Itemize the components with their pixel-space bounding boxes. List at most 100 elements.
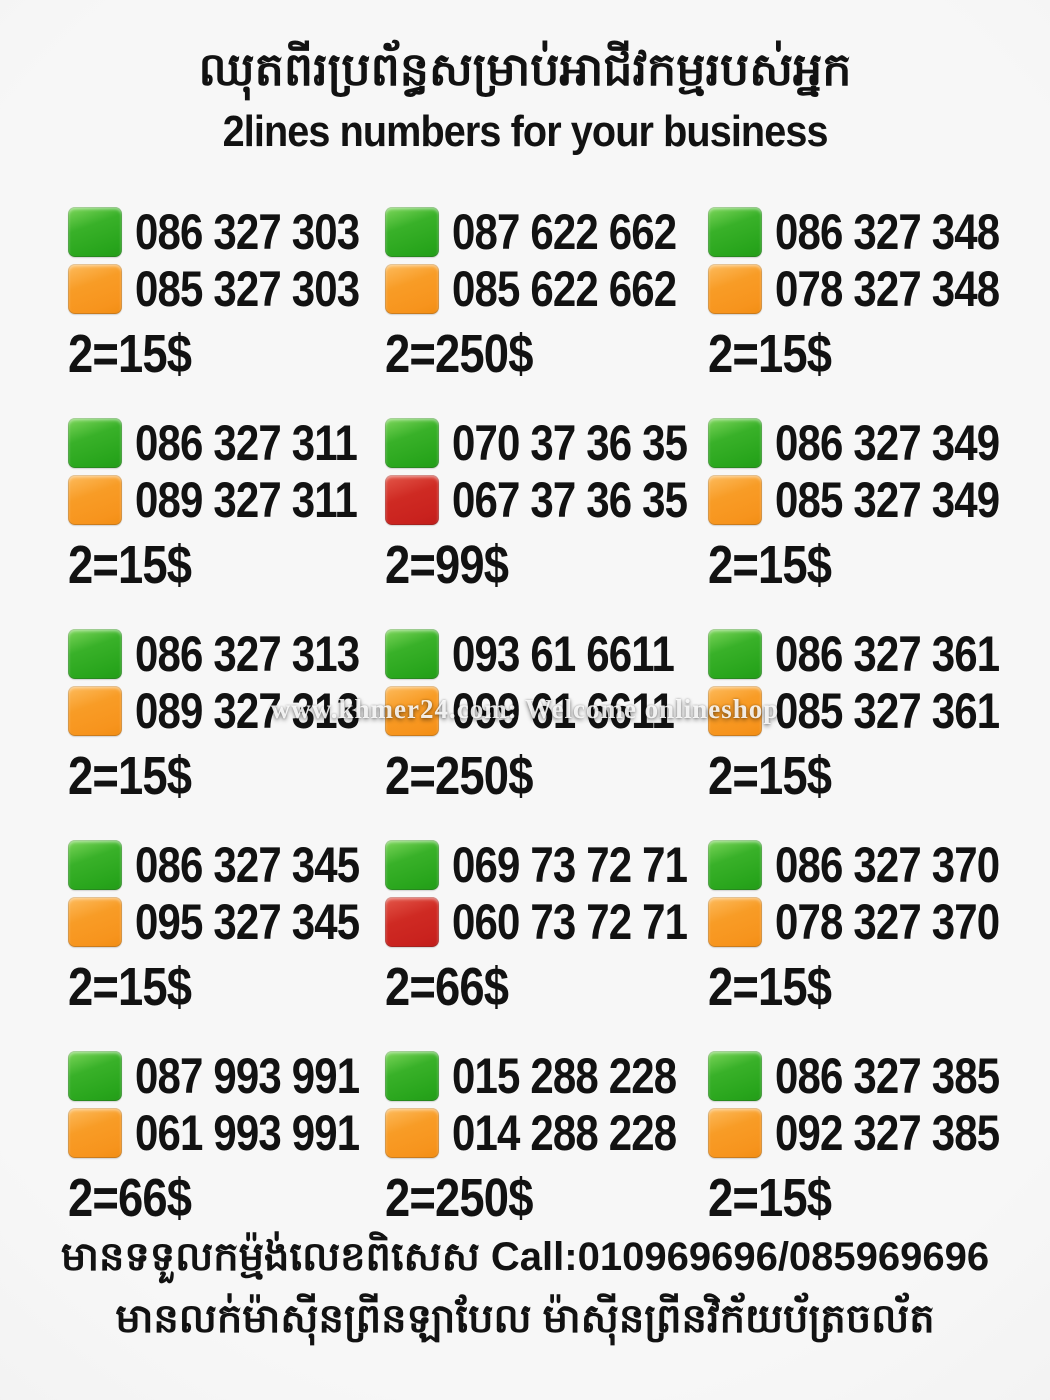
number-row: 086 327 311 bbox=[68, 414, 385, 471]
green-sim-swatch-icon bbox=[708, 839, 762, 890]
price-label: 2=250$ bbox=[385, 745, 708, 809]
orange-sim-swatch-icon bbox=[385, 1107, 439, 1158]
red-sim-swatch-icon bbox=[385, 896, 439, 947]
price-label: 2=15$ bbox=[708, 956, 1050, 1020]
orange-sim-swatch-icon bbox=[385, 685, 439, 736]
price-label: 2=99$ bbox=[385, 534, 708, 598]
number-row: 014 288 228 bbox=[385, 1104, 708, 1161]
green-sim-swatch-icon bbox=[68, 206, 122, 257]
number-pair-listing: 086 327 303 085 327 303 2=15$ bbox=[68, 203, 385, 387]
number-row: 085 622 662 bbox=[385, 260, 708, 317]
price-text: 2=15$ bbox=[68, 957, 192, 1018]
number-row: 070 37 36 35 bbox=[385, 414, 708, 471]
phone-number: 014 288 228 bbox=[452, 1104, 677, 1161]
price-text: 2=15$ bbox=[68, 535, 192, 596]
number-row: 095 327 345 bbox=[68, 893, 385, 950]
price-text: 2=250$ bbox=[385, 1168, 533, 1229]
green-sim-swatch-icon bbox=[708, 417, 762, 468]
green-sim-swatch-icon bbox=[708, 1050, 762, 1101]
price-text: 2=250$ bbox=[385, 324, 533, 385]
phone-number: 015 288 228 bbox=[452, 1047, 677, 1104]
number-pair-listing: 086 327 345 095 327 345 2=15$ bbox=[68, 836, 385, 1020]
orange-sim-swatch-icon bbox=[68, 474, 122, 525]
number-row: 086 327 370 bbox=[708, 836, 1050, 893]
phone-number: 095 327 345 bbox=[135, 893, 360, 950]
phone-number: 085 327 303 bbox=[135, 260, 360, 317]
number-pair-listing: 086 327 348 078 327 348 2=15$ bbox=[708, 203, 1050, 387]
number-row: 078 327 370 bbox=[708, 893, 1050, 950]
phone-number: 086 327 348 bbox=[775, 203, 1000, 260]
price-label: 2=250$ bbox=[385, 1167, 708, 1231]
phone-number: 086 327 370 bbox=[775, 836, 1000, 893]
number-pair-listing: 015 288 228 014 288 228 2=250$ bbox=[385, 1047, 708, 1231]
number-pair-listing: 093 61 6611 099 61 6611 2=250$ bbox=[385, 625, 708, 809]
green-sim-swatch-icon bbox=[385, 206, 439, 257]
price-text: 2=15$ bbox=[708, 535, 832, 596]
orange-sim-swatch-icon bbox=[385, 263, 439, 314]
number-row: 069 73 72 71 bbox=[385, 836, 708, 893]
orange-sim-swatch-icon bbox=[68, 896, 122, 947]
number-row: 085 327 349 bbox=[708, 471, 1050, 528]
numbers-grid: 086 327 303 085 327 303 2=15$ 087 622 662 08… bbox=[0, 203, 1050, 1231]
phone-number: 060 73 72 71 bbox=[452, 893, 688, 950]
number-pair-listing: 086 327 385 092 327 385 2=15$ bbox=[708, 1047, 1050, 1231]
price-text: 2=250$ bbox=[385, 746, 533, 807]
green-sim-swatch-icon bbox=[708, 628, 762, 679]
orange-sim-swatch-icon bbox=[708, 896, 762, 947]
number-pair-listing: 086 327 311 089 327 311 2=15$ bbox=[68, 414, 385, 598]
number-row: 086 327 349 bbox=[708, 414, 1050, 471]
number-row: 015 288 228 bbox=[385, 1047, 708, 1104]
price-label: 2=15$ bbox=[68, 745, 385, 809]
price-label: 2=66$ bbox=[385, 956, 708, 1020]
phone-number: 093 61 6611 bbox=[452, 625, 675, 682]
number-row: 093 61 6611 bbox=[385, 625, 708, 682]
price-text: 2=15$ bbox=[708, 746, 832, 807]
header: ឈុតពីរប្រព័ន្ធសម្រាប់អាជីវកម្មរបស់អ្នក 2… bbox=[0, 0, 1050, 157]
green-sim-swatch-icon bbox=[68, 628, 122, 679]
number-pair-listing: 087 622 662 085 622 662 2=250$ bbox=[385, 203, 708, 387]
orange-sim-swatch-icon bbox=[708, 685, 762, 736]
number-row: 089 327 311 bbox=[68, 471, 385, 528]
green-sim-swatch-icon bbox=[708, 206, 762, 257]
number-row: 089 327 313 bbox=[68, 682, 385, 739]
footer: មានទទួលកម្ម៉ង់លេខពិសេស Call:010969696/08… bbox=[0, 1228, 1050, 1348]
phone-number: 087 622 662 bbox=[452, 203, 677, 260]
number-row: 086 327 345 bbox=[68, 836, 385, 893]
number-row: 086 327 348 bbox=[708, 203, 1050, 260]
price-label: 2=15$ bbox=[708, 1167, 1050, 1231]
number-row: 099 61 6611 bbox=[385, 682, 708, 739]
phone-number: 070 37 36 35 bbox=[452, 414, 688, 471]
number-row: 087 622 662 bbox=[385, 203, 708, 260]
number-row: 086 327 361 bbox=[708, 625, 1050, 682]
green-sim-swatch-icon bbox=[385, 417, 439, 468]
number-row: 087 993 991 bbox=[68, 1047, 385, 1104]
price-text: 2=15$ bbox=[68, 746, 192, 807]
green-sim-swatch-icon bbox=[68, 417, 122, 468]
price-text: 2=15$ bbox=[708, 957, 832, 1018]
number-pair-listing: 069 73 72 71 060 73 72 71 2=66$ bbox=[385, 836, 708, 1020]
orange-sim-swatch-icon bbox=[68, 263, 122, 314]
price-label: 2=15$ bbox=[708, 534, 1050, 598]
green-sim-swatch-icon bbox=[385, 628, 439, 679]
green-sim-swatch-icon bbox=[385, 839, 439, 890]
phone-number: 078 327 370 bbox=[775, 893, 1000, 950]
phone-number: 086 327 313 bbox=[135, 625, 360, 682]
page-subtitle: 2lines numbers for your business bbox=[0, 107, 1050, 157]
phone-number: 086 327 303 bbox=[135, 203, 360, 260]
number-row: 085 327 361 bbox=[708, 682, 1050, 739]
number-row: 085 327 303 bbox=[68, 260, 385, 317]
number-pair-listing: 086 327 361 085 327 361 2=15$ bbox=[708, 625, 1050, 809]
number-row: 092 327 385 bbox=[708, 1104, 1050, 1161]
phone-number: 086 327 311 bbox=[135, 414, 358, 471]
green-sim-swatch-icon bbox=[385, 1050, 439, 1101]
number-pair-listing: 087 993 991 061 993 991 2=66$ bbox=[68, 1047, 385, 1231]
phone-number: 085 327 349 bbox=[775, 471, 1000, 528]
number-pair-listing: 070 37 36 35 067 37 36 35 2=99$ bbox=[385, 414, 708, 598]
phone-number: 061 993 991 bbox=[135, 1104, 360, 1161]
page-subtitle-text: 2lines numbers for your business bbox=[222, 107, 829, 157]
number-row: 086 327 385 bbox=[708, 1047, 1050, 1104]
price-text: 2=15$ bbox=[68, 324, 192, 385]
phone-number: 089 327 311 bbox=[135, 471, 358, 528]
price-text: 2=66$ bbox=[385, 957, 509, 1018]
page-title-khmer: ឈុតពីរប្រព័ន្ធសម្រាប់អាជីវកម្មរបស់អ្នក bbox=[198, 43, 852, 95]
